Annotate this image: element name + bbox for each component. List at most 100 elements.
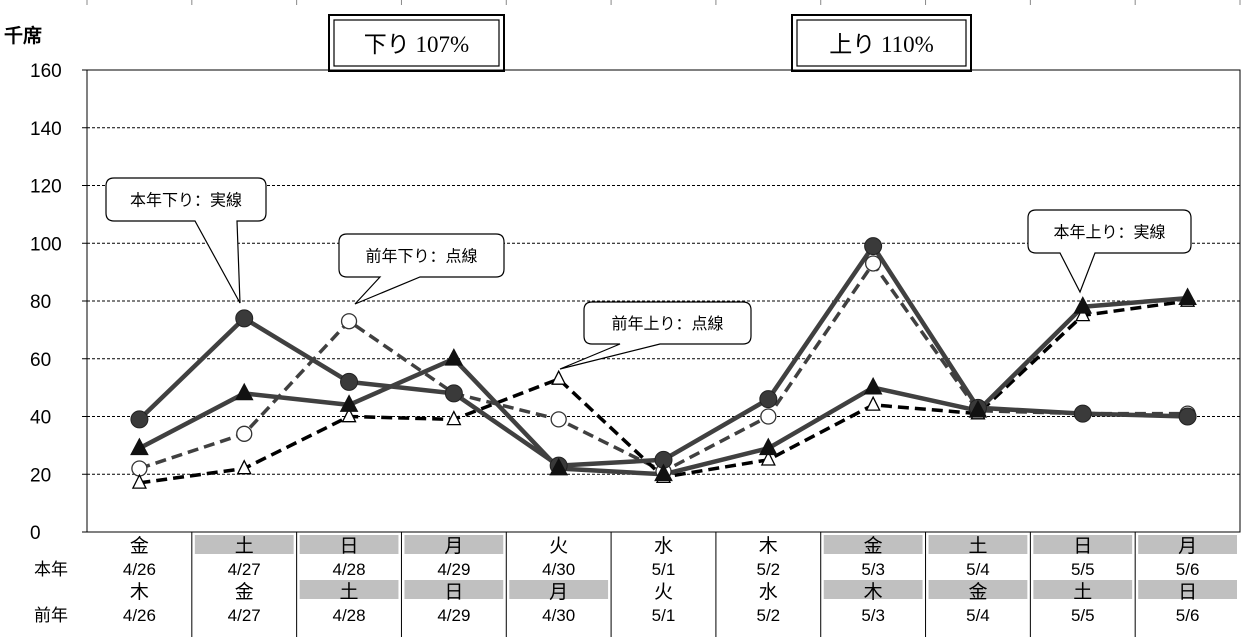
current-weekday: 金 — [130, 535, 149, 557]
previous-weekday: 日 — [1178, 582, 1197, 603]
data-point — [340, 313, 358, 330]
header-box: 下り 107% — [328, 14, 505, 72]
previous-date: 4/30 — [542, 606, 575, 625]
series-markers-cur_up — [130, 287, 1197, 482]
data-point — [236, 459, 252, 475]
date-table: 金 4/26 木 4/26 土 4/27 金 4/27 日 4/28 土 4/28 月 4/29 日 4/29… — [34, 532, 1237, 637]
data-point — [130, 410, 149, 429]
current-weekday: 木 — [759, 535, 778, 557]
data-point — [1178, 407, 1197, 426]
y-tick-label: 80 — [30, 292, 51, 313]
current-date: 5/1 — [652, 560, 676, 579]
current-date: 5/3 — [861, 560, 885, 579]
shaded-cell — [1138, 580, 1237, 599]
y-tick-label: 120 — [30, 177, 62, 198]
data-point — [654, 463, 673, 482]
previous-date: 5/4 — [966, 606, 990, 625]
previous-date: 4/27 — [228, 606, 261, 625]
shaded-cell — [823, 580, 923, 599]
previous-weekday: 月 — [549, 582, 568, 603]
previous-weekday: 日 — [444, 582, 463, 603]
data-point — [444, 348, 464, 366]
y-tick-label: 60 — [30, 350, 51, 371]
current-date: 5/2 — [756, 560, 780, 579]
data-point — [340, 372, 359, 391]
data-point — [759, 390, 778, 409]
shaded-cell — [509, 580, 609, 599]
data-point — [235, 309, 254, 328]
data-point — [131, 473, 147, 489]
previous-date: 5/5 — [1071, 606, 1095, 625]
previous-date: 4/28 — [332, 606, 365, 625]
current-weekday: 火 — [549, 536, 568, 557]
y-axis-label: 千席 — [4, 24, 42, 47]
callout-bubble — [105, 177, 267, 304]
header-box-inner — [333, 19, 500, 67]
previous-weekday: 火 — [654, 582, 673, 603]
callout-bubble — [1027, 209, 1192, 294]
previous-date: 5/1 — [652, 606, 676, 625]
data-point — [758, 437, 778, 456]
y-tick-label: 20 — [30, 465, 51, 486]
data-point — [864, 255, 882, 272]
data-point — [236, 425, 253, 442]
series-line-prev_down — [138, 261, 1188, 474]
callout-label: 本年下り：実線 — [130, 192, 242, 210]
header-box: 上り 110% — [791, 14, 972, 72]
callout: 本年上り：実線 — [1027, 209, 1192, 294]
data-point — [864, 237, 883, 256]
current-weekday: 金 — [864, 535, 883, 557]
data-point — [234, 382, 254, 401]
y-tick-label: 100 — [30, 234, 62, 255]
shaded-cell — [404, 580, 504, 599]
data-point — [968, 400, 988, 418]
previous-weekday: 土 — [1073, 581, 1092, 603]
callout-bubble — [559, 301, 752, 370]
data-point — [1178, 287, 1197, 306]
current-date: 5/6 — [1176, 560, 1200, 579]
shaded-cell — [404, 535, 504, 554]
previous-date: 5/6 — [1176, 606, 1200, 625]
previous-weekday: 木 — [864, 581, 883, 603]
shaded-cell — [823, 535, 923, 554]
shaded-cell — [194, 535, 294, 554]
callout: 前年上り：点線 — [559, 301, 752, 370]
current-date: 4/26 — [123, 560, 156, 579]
header-box-inner — [796, 19, 967, 67]
data-point — [444, 384, 463, 403]
callout-label: 前年上り：点線 — [611, 315, 723, 333]
header-box-label: 上り 110% — [829, 32, 934, 57]
y-tick-label: 140 — [30, 119, 62, 140]
shaded-cell — [928, 580, 1028, 599]
callout-label: 前年下り：点線 — [365, 248, 477, 266]
current-weekday: 土 — [968, 535, 987, 557]
data-point — [760, 450, 776, 466]
shaded-cell — [1033, 580, 1133, 599]
data-point — [865, 395, 881, 411]
previous-date: 4/29 — [437, 606, 470, 625]
data-point — [341, 407, 357, 423]
data-point — [549, 457, 569, 476]
y-tick-label: 0 — [30, 523, 41, 544]
current-weekday: 土 — [235, 535, 254, 557]
previous-weekday: 金 — [968, 581, 987, 603]
current-date: 4/27 — [228, 560, 261, 579]
top-tick-marks — [86, 0, 1241, 5]
data-point — [446, 410, 462, 426]
data-point — [339, 394, 359, 412]
data-point — [1073, 296, 1093, 314]
current-date: 4/28 — [332, 560, 365, 579]
callout: 前年下り：点線 — [338, 233, 505, 305]
shaded-cell — [928, 535, 1028, 554]
row-label-current-year: 本年 — [34, 560, 68, 579]
data-point — [551, 369, 567, 385]
previous-weekday: 木 — [130, 581, 149, 603]
header-box-label: 下り 107% — [364, 32, 469, 57]
callout-bubble — [338, 233, 505, 305]
previous-weekday: 水 — [759, 581, 778, 603]
current-date: 5/4 — [966, 560, 990, 579]
current-weekday: 水 — [654, 535, 673, 557]
previous-weekday: 金 — [235, 581, 254, 603]
shaded-cell — [1138, 535, 1237, 554]
